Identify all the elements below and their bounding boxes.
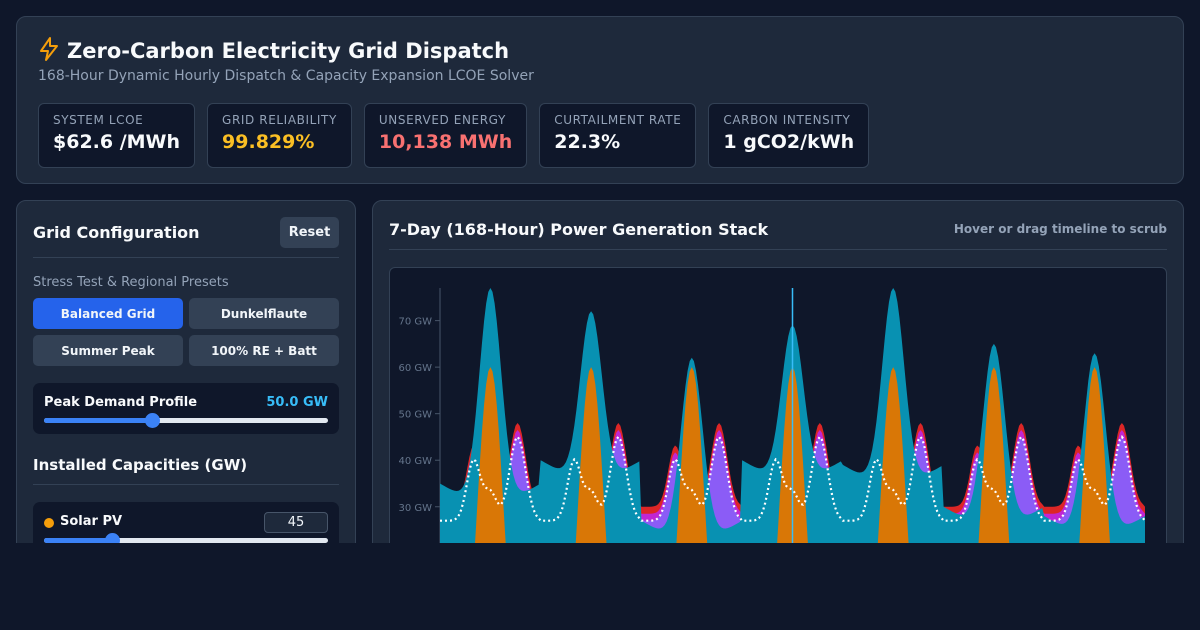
demand-line — [440, 434, 1146, 522]
reset-button[interactable]: Reset — [280, 217, 339, 248]
kpi-label: CARBON INTENSITY — [723, 113, 851, 127]
kpi-label: SYSTEM LCOE — [53, 113, 144, 127]
kpi-row: SYSTEM LCOE $62.6 /MWh GRID RELIABILITY 99.… — [38, 103, 870, 168]
kpi-card: SYSTEM LCOE $62.6 /MWh — [38, 103, 196, 168]
kpi-label: GRID RELIABILITY — [222, 113, 337, 127]
title-row: Zero-Carbon Electricity Grid Dispatch — [37, 36, 509, 66]
slider-fill — [44, 538, 113, 543]
solar-color-dot — [44, 518, 54, 528]
generation-chart[interactable]: 30 GW 40 GW 50 GW 60 GW 70 GW — [389, 267, 1167, 560]
y-tick-label: 60 GW — [398, 363, 432, 374]
preset-button[interactable]: Summer Peak — [33, 335, 183, 366]
dashboard-header: Zero-Carbon Electricity Grid Dispatch 16… — [16, 16, 1184, 184]
page-subtitle: 168-Hour Dynamic Hourly Dispatch & Capac… — [38, 68, 534, 84]
kpi-card: GRID RELIABILITY 99.829% — [207, 103, 352, 168]
kpi-value: 22.3% — [554, 131, 621, 153]
slider-thumb[interactable] — [144, 413, 160, 428]
slider-fill — [44, 418, 152, 423]
presets-label: Stress Test & Regional Presets — [33, 275, 229, 290]
y-tick-label: 50 GW — [398, 410, 432, 421]
generation-chart-svg[interactable]: 30 GW 40 GW 50 GW 60 GW 70 GW — [390, 268, 1167, 560]
config-title: Grid Configuration — [33, 223, 200, 242]
y-tick-label: 70 GW — [398, 317, 432, 328]
y-tick-label: 30 GW — [398, 503, 432, 514]
kpi-card: UNSERVED ENERGY 10,138 MWh — [363, 103, 528, 168]
chart-title: 7-Day (168-Hour) Power Generation Stack — [389, 220, 769, 239]
generation-stack-panel: 7-Day (168-Hour) Power Generation Stack … — [372, 200, 1184, 560]
peak-demand-label: Peak Demand Profile — [44, 395, 198, 410]
preset-button[interactable]: 100% RE + Batt — [189, 335, 339, 366]
peak-demand-value: 50.0 GW — [266, 395, 328, 410]
kpi-value: 99.829% — [222, 131, 315, 153]
grid-configuration-panel: Grid Configuration Reset Stress Test & R… — [16, 200, 356, 560]
preset-button[interactable]: Dunkelflaute — [189, 298, 339, 329]
peak-demand-slider[interactable] — [44, 413, 328, 428]
solar-capacity-input[interactable] — [264, 512, 328, 533]
kpi-card: CURTAILMENT RATE 22.3% — [539, 103, 697, 168]
page-title: Zero-Carbon Electricity Grid Dispatch — [67, 39, 510, 63]
divider — [389, 249, 1167, 250]
kpi-card: CARBON INTENSITY 1 gCO2/kWh — [708, 103, 870, 168]
page-background — [0, 543, 1200, 630]
lightning-bolt-icon — [37, 36, 61, 66]
scrub-hint: Hover or drag timeline to scrub — [953, 222, 1167, 236]
y-tick-label: 40 GW — [398, 456, 432, 467]
preset-buttons: Balanced Grid Dunkelflaute Summer Peak 100%… — [33, 298, 339, 366]
peak-demand-card: Peak Demand Profile 50.0 GW — [33, 383, 339, 434]
divider — [33, 257, 339, 258]
divider — [33, 484, 339, 485]
kpi-label: UNSERVED ENERGY — [378, 113, 506, 127]
kpi-value: 10,138 MWh — [378, 131, 513, 153]
kpi-value: 1 gCO2/kWh — [723, 131, 855, 153]
solar-label: Solar PV — [60, 514, 123, 529]
preset-button[interactable]: Balanced Grid — [33, 298, 183, 329]
kpi-value: $62.6 /MWh — [53, 131, 181, 153]
capacities-title: Installed Capacities (GW) — [33, 456, 248, 474]
kpi-label: CURTAILMENT RATE — [554, 113, 682, 127]
